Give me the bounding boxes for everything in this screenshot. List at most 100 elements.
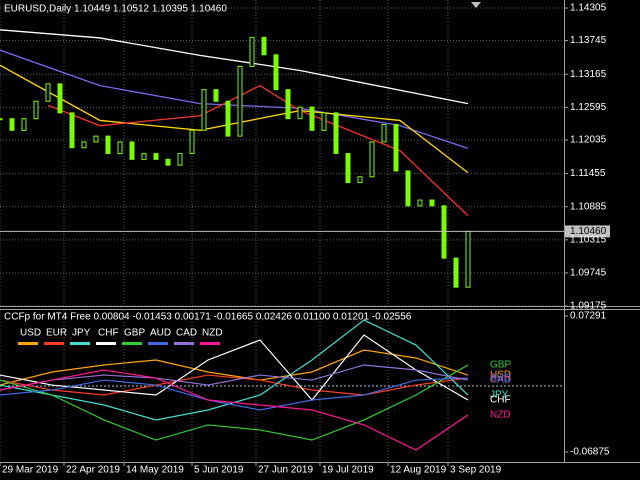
candle-body bbox=[81, 141, 87, 149]
candle-body bbox=[117, 141, 123, 155]
shift-marker bbox=[471, 2, 481, 8]
y-tick-label: 0.07291 bbox=[570, 311, 607, 322]
moving-average bbox=[47, 84, 469, 217]
candle-body bbox=[129, 141, 135, 160]
candle-body bbox=[69, 112, 75, 149]
legend-label: NZD bbox=[202, 328, 223, 339]
series-end-label: CAD bbox=[490, 375, 511, 386]
x-tick-label: 29 Mar 2019 bbox=[2, 465, 59, 476]
candle-body bbox=[465, 230, 471, 288]
legend-swatch bbox=[44, 342, 64, 345]
legend-label: EUR bbox=[46, 328, 67, 339]
x-tick-label: 14 May 2019 bbox=[126, 465, 184, 476]
x-tick-label: 27 Jun 2019 bbox=[258, 465, 313, 476]
y-tick-label: 1.12035 bbox=[570, 135, 607, 146]
candle-body bbox=[177, 153, 183, 166]
y-tick-label: 1.10885 bbox=[570, 201, 607, 212]
candle-body bbox=[405, 170, 411, 207]
candle-body bbox=[381, 124, 387, 143]
candle-body bbox=[357, 176, 363, 184]
candle-body bbox=[441, 205, 447, 259]
series-end-label: GBP bbox=[490, 360, 511, 371]
y-tick-label: 1.09745 bbox=[570, 268, 607, 279]
candle-body bbox=[93, 135, 99, 143]
candle-body bbox=[201, 89, 207, 131]
x-tick-label: 12 Aug 2019 bbox=[390, 465, 447, 476]
legend-label: JPY bbox=[72, 328, 91, 339]
legend-swatch bbox=[200, 342, 220, 345]
currency-line bbox=[0, 364, 469, 441]
series-end-label: NZD bbox=[490, 410, 511, 421]
candle-body bbox=[189, 129, 195, 155]
candle-body bbox=[321, 112, 327, 131]
y-tick-label: 1.14305 bbox=[570, 3, 607, 14]
indicator-title: CCFp for MT4 Free 0.00804 -0.01453 0.001… bbox=[4, 312, 412, 323]
legend-label: AUD bbox=[150, 328, 171, 339]
candle-body bbox=[165, 158, 171, 166]
candle-body bbox=[273, 54, 279, 91]
y-tick-label: 1.09175 bbox=[570, 301, 607, 312]
candle-body bbox=[429, 199, 435, 207]
y-tick-label: 1.12595 bbox=[570, 102, 607, 113]
candle-body bbox=[237, 65, 243, 137]
label-layer: EURUSD,Daily 1.10449 1.10512 1.10395 1.1… bbox=[2, 3, 610, 476]
legend-label: CAD bbox=[176, 328, 197, 339]
last-price-box bbox=[565, 225, 610, 238]
moving-average bbox=[0, 64, 469, 174]
legend-swatch bbox=[148, 342, 168, 345]
candle-body bbox=[309, 106, 315, 131]
series-end-label: AUD bbox=[490, 373, 511, 384]
series-end-label: CHF bbox=[490, 395, 511, 406]
candle-body bbox=[369, 141, 375, 178]
mark-layer bbox=[0, 29, 610, 451]
candle-body bbox=[153, 153, 159, 160]
candle-body bbox=[417, 199, 423, 207]
candle-body bbox=[0, 118, 3, 121]
candle-body bbox=[297, 106, 303, 120]
currency-line bbox=[0, 364, 469, 391]
candle-body bbox=[141, 153, 147, 160]
legend-swatch bbox=[174, 342, 194, 345]
candle-body bbox=[333, 112, 339, 155]
candle-body bbox=[393, 124, 399, 172]
series-end-label: JPY bbox=[490, 390, 509, 401]
y-tick-label: 1.13745 bbox=[570, 35, 607, 46]
y-tick-label: 1.10315 bbox=[570, 234, 607, 245]
candle-body bbox=[57, 83, 63, 114]
legend-label: GBP bbox=[124, 328, 145, 339]
candle-body bbox=[225, 100, 231, 137]
candle-body bbox=[213, 89, 219, 102]
last-price-label: 1.10460 bbox=[570, 226, 607, 237]
currency-line bbox=[0, 349, 469, 386]
legend-swatch bbox=[96, 342, 116, 345]
candle-body bbox=[105, 135, 111, 155]
candle-body bbox=[261, 36, 267, 56]
series-end-label: EUR bbox=[490, 373, 511, 384]
y-tick-label: 1.11455 bbox=[570, 168, 606, 179]
candle-body bbox=[33, 100, 39, 120]
series-end-label: USD bbox=[490, 370, 511, 381]
candle-body bbox=[249, 36, 255, 67]
legend-swatch bbox=[122, 342, 142, 345]
legend-swatch bbox=[18, 342, 38, 345]
currency-line bbox=[0, 334, 469, 401]
legend-swatch bbox=[70, 342, 90, 345]
currency-line bbox=[0, 374, 469, 396]
currency-line bbox=[0, 377, 469, 411]
candle-body bbox=[285, 89, 291, 120]
chart-title: EURUSD,Daily 1.10449 1.10512 1.10395 1.1… bbox=[4, 4, 227, 15]
x-tick-label: 5 Jun 2019 bbox=[194, 465, 244, 476]
x-tick-label: 22 Apr 2019 bbox=[66, 465, 120, 476]
y-tick-label: 1.13165 bbox=[570, 69, 607, 80]
legend-label: USD bbox=[20, 328, 41, 339]
y-tick-label: -0.06875 bbox=[570, 447, 610, 458]
legend-label: CHF bbox=[98, 328, 119, 339]
candle-body bbox=[453, 257, 459, 288]
x-tick-label: 3 Sep 2019 bbox=[450, 465, 502, 476]
candle-body bbox=[345, 153, 351, 184]
candle-body bbox=[9, 118, 15, 131]
candle-body bbox=[21, 118, 27, 131]
x-tick-label: 19 Jul 2019 bbox=[322, 465, 374, 476]
